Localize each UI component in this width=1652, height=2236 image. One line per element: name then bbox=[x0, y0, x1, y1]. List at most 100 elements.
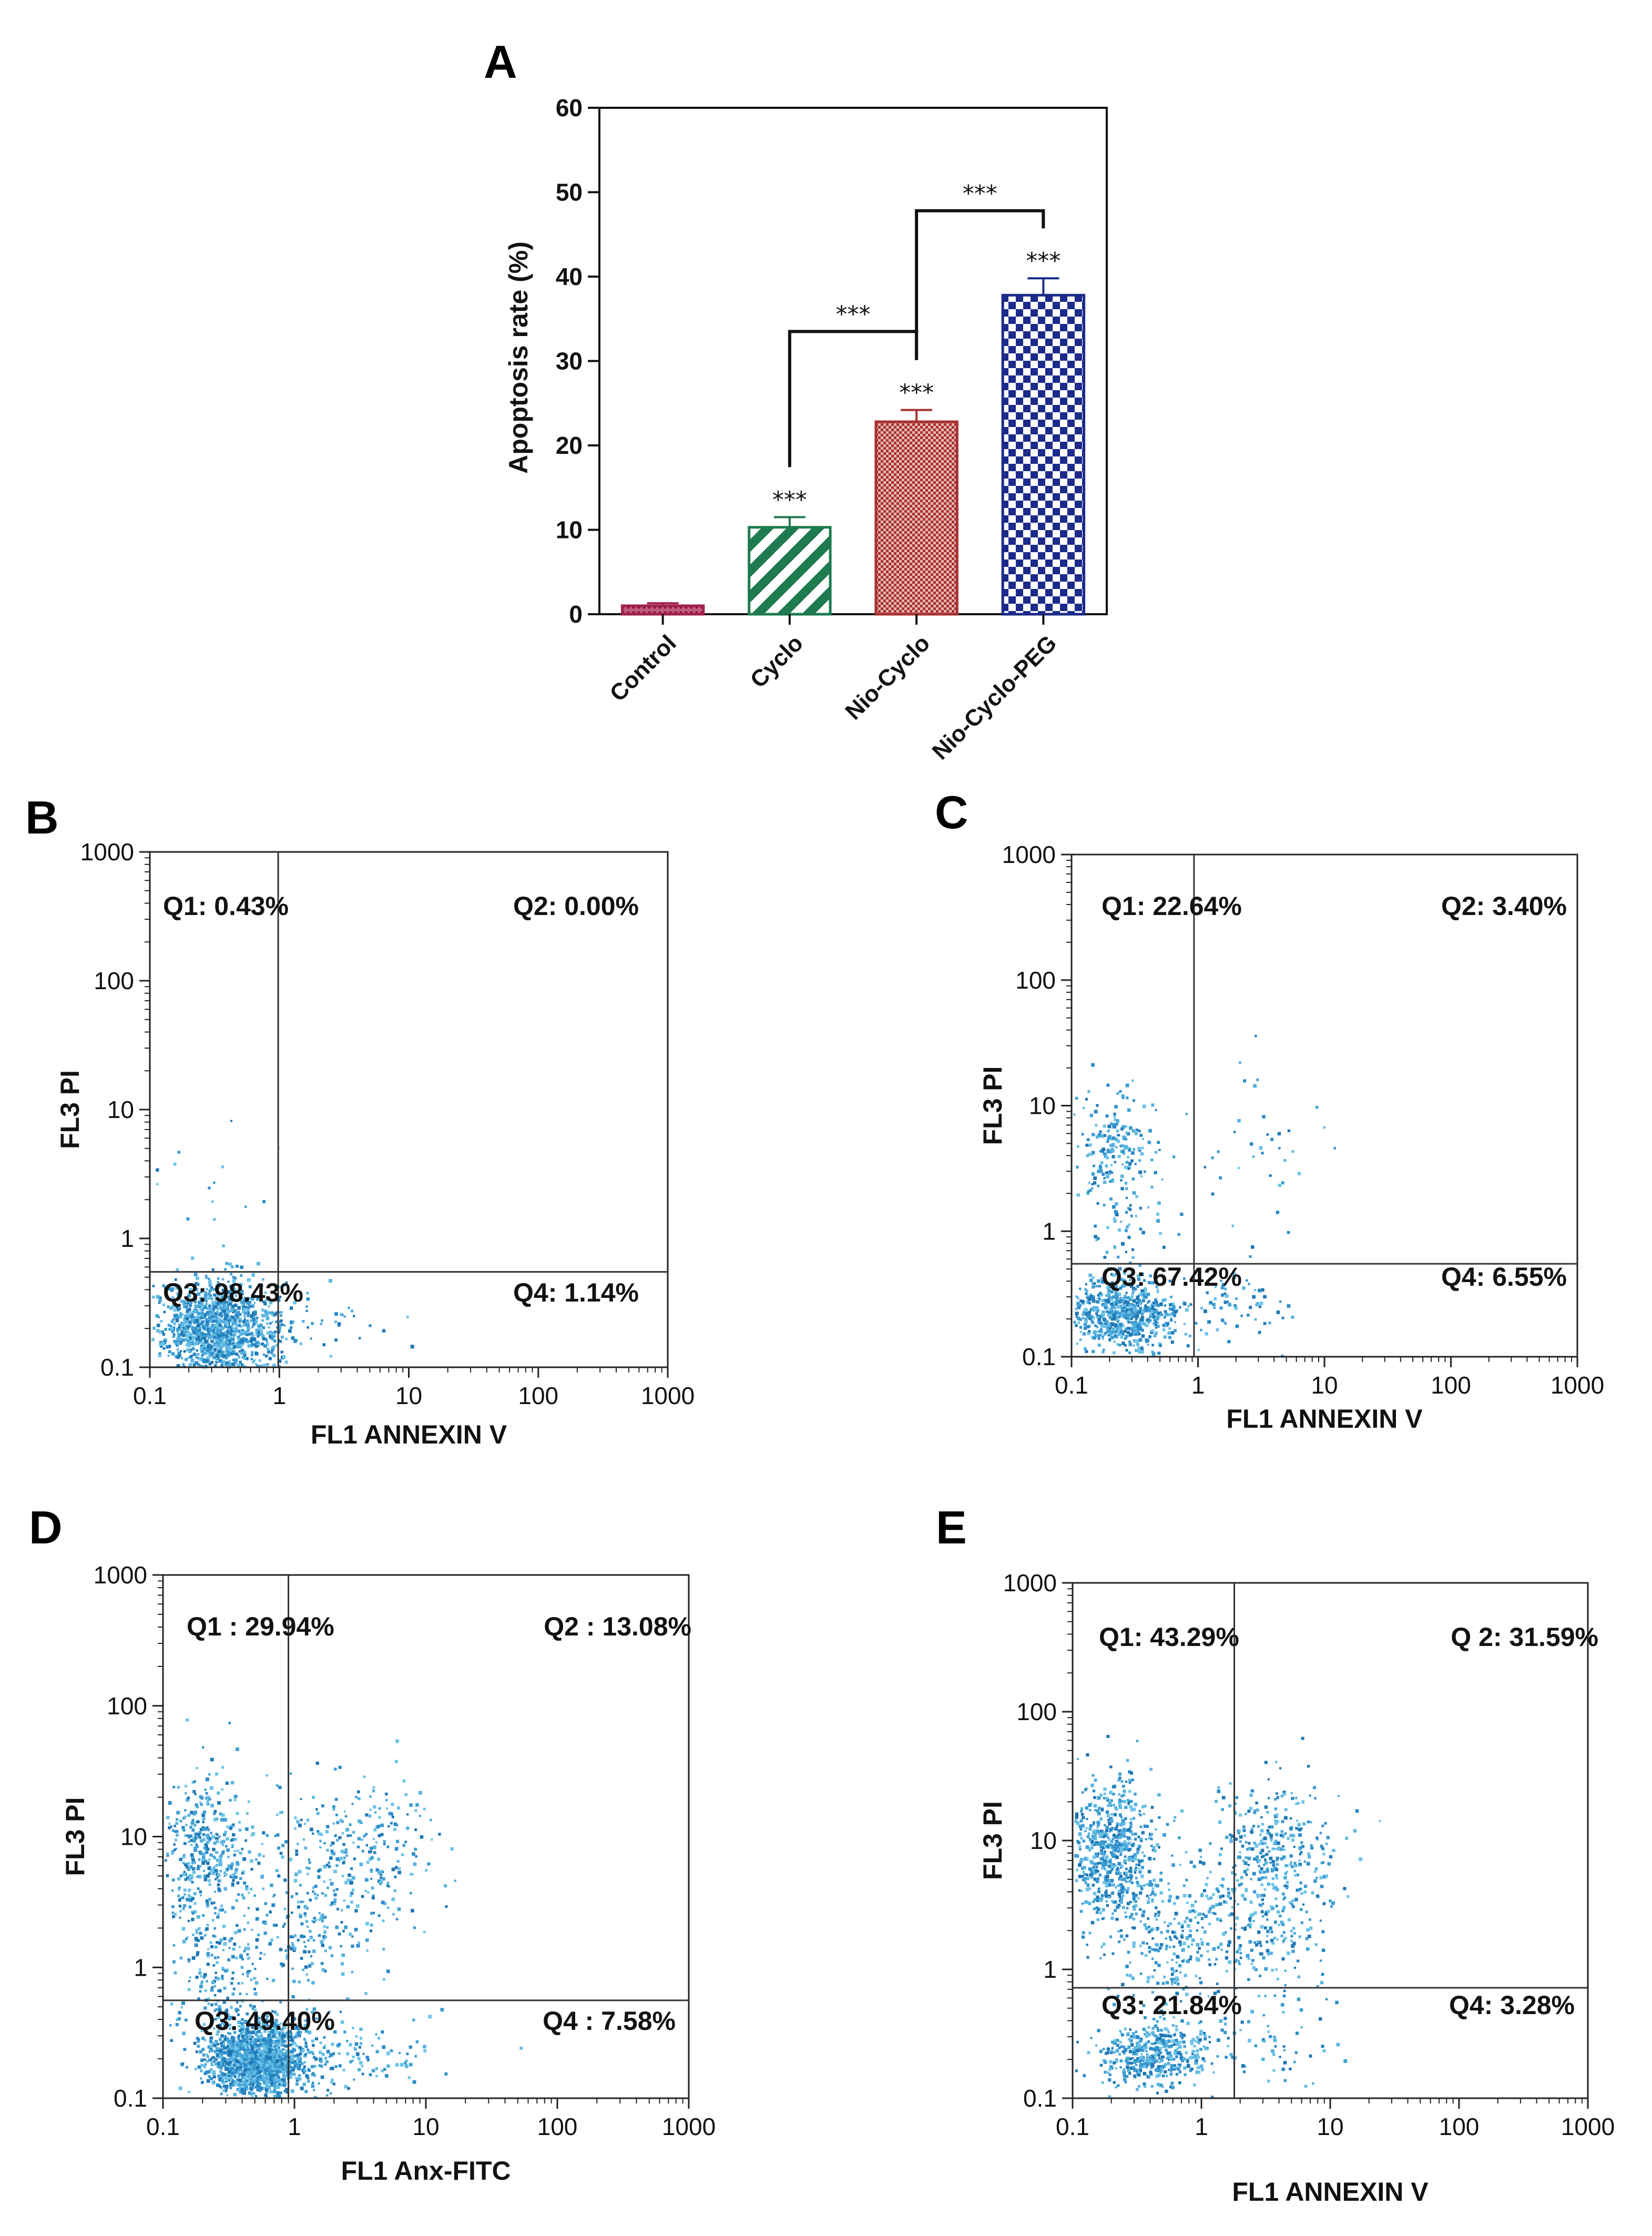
panel-a-y-tick-label: 10 bbox=[556, 516, 583, 544]
panel-label-c: C bbox=[935, 786, 968, 838]
panel-d-y-axis-label: FL3 PI bbox=[60, 1797, 90, 1876]
panel-c-x-tick-label: 10 bbox=[1311, 1371, 1338, 1399]
panel-d-x-tick-label: 1000 bbox=[662, 2113, 716, 2140]
panel-b-y-tick-label: 0.1 bbox=[100, 1354, 134, 1381]
panel-b-x-tick-label: 0.1 bbox=[133, 1382, 167, 1409]
panel-d-events bbox=[165, 1718, 523, 2099]
panel-d-y-tick-label: 1000 bbox=[94, 1561, 147, 1589]
panel-c-y-tick-label: 1000 bbox=[1002, 841, 1056, 868]
panel-a-bar-significance: *** bbox=[899, 380, 934, 406]
panel-e-x-tick-label: 10 bbox=[1317, 2113, 1343, 2140]
panel-b-quadrant-q1: Q1: 0.43% bbox=[163, 891, 289, 921]
panel-a-y-tick-label: 60 bbox=[556, 94, 583, 121]
panel-d-quadrant-q2: Q2 : 13.08% bbox=[544, 1612, 691, 1641]
panel-e-flow-cytometry: E 0.1 1 10 100 1000 0.1 1 10 100 1000 Q1: 43.29% Q … bbox=[936, 1501, 1615, 2207]
panel-b-x-tick-label: 1 bbox=[272, 1382, 286, 1409]
panel-c-quadrant-q1: Q1: 22.64% bbox=[1102, 891, 1242, 921]
panel-e-axes: 0.1 1 10 100 1000 0.1 1 10 100 1000 bbox=[1003, 1569, 1615, 2140]
panel-b-y-tick-label: 1000 bbox=[80, 838, 134, 866]
panel-a-category-label: Nio-Cyclo-PEG bbox=[927, 630, 1062, 765]
panel-b-quadrant-q4: Q4: 1.14% bbox=[513, 1278, 639, 1307]
panel-e-x-tick-label: 0.1 bbox=[1056, 2113, 1089, 2140]
panel-a-bracket-label: *** bbox=[836, 301, 871, 328]
panel-c-y-tick-label: 1 bbox=[1042, 1217, 1056, 1245]
panel-b-events bbox=[151, 1120, 414, 1369]
panel-c-events bbox=[1073, 1035, 1336, 1358]
panel-c-quadrant-q3: Q3: 67.42% bbox=[1102, 1262, 1242, 1292]
panel-a-bar-control bbox=[620, 604, 705, 616]
panel-c-x-tick-label: 1000 bbox=[1551, 1371, 1604, 1399]
panel-d-flow-cytometry: D 0.1 1 10 100 1000 0.1 1 10 100 1000 Q1 : 29.94% Q… bbox=[29, 1501, 716, 2186]
panel-b-y-tick-label: 10 bbox=[107, 1096, 134, 1123]
panel-b-x-tick-label: 100 bbox=[518, 1382, 558, 1409]
panel-e-quadrant-q2: Q 2: 31.59% bbox=[1451, 1622, 1598, 1652]
panel-e-y-tick-label: 1 bbox=[1043, 1956, 1057, 1983]
panel-c-axes: 0.1 1 10 100 1000 0.1 1 10 100 1000 bbox=[1002, 841, 1605, 1399]
panel-a-bar-cyclo bbox=[748, 526, 832, 616]
panel-b-y-tick-label: 100 bbox=[94, 967, 134, 994]
panel-e-y-tick-label: 1000 bbox=[1003, 1569, 1057, 1597]
panel-e-y-tick-label: 10 bbox=[1030, 1827, 1057, 1854]
panel-a-category-label: Cyclo bbox=[746, 630, 808, 693]
panel-e-x-tick-label: 1000 bbox=[1561, 2113, 1615, 2140]
panel-a-y-tick-label: 40 bbox=[556, 263, 583, 290]
panel-c-quadrant-q2: Q2: 3.40% bbox=[1441, 891, 1567, 921]
panel-label-d: D bbox=[29, 1501, 63, 1553]
panel-c-flow-cytometry: C 0.1 1 10 100 1000 0.1 1 10 100 1000 Q1: 22.64% Q2… bbox=[935, 786, 1604, 1434]
panel-a-bar-chart: A Apoptosis rate (%) 0 10 20 30 40 50 60 Contro… bbox=[484, 36, 1108, 765]
panel-e-y-tick-label: 100 bbox=[1016, 1698, 1057, 1725]
panel-b-x-tick-label: 10 bbox=[395, 1382, 422, 1409]
panel-c-x-axis-label: FL1 ANNEXIN V bbox=[1226, 1404, 1423, 1434]
panel-c-x-tick-label: 0.1 bbox=[1055, 1371, 1088, 1399]
panel-e-x-tick-label: 100 bbox=[1439, 2113, 1480, 2140]
panel-d-x-tick-label: 100 bbox=[537, 2113, 578, 2140]
panel-c-y-axis-label: FL3 PI bbox=[978, 1066, 1007, 1145]
panel-d-x-axis-label: FL1 Anx-FITC bbox=[341, 2156, 511, 2186]
panel-a-bar-nio-cyclo-peg bbox=[1001, 293, 1086, 616]
panel-e-events bbox=[1074, 1735, 1381, 2099]
panel-a-bar-significance: *** bbox=[1026, 248, 1060, 275]
panel-e-y-tick-label: 0.1 bbox=[1023, 2085, 1057, 2112]
panel-a-y-tick-label: 50 bbox=[556, 179, 583, 206]
panel-a-category-label: Nio-Cyclo bbox=[840, 630, 935, 725]
panel-b-flow-cytometry: B 0.1 1 10 100 1000 0.1 1 10 100 1000 Q1: 0.43% Q2:… bbox=[25, 791, 695, 1449]
panel-d-axes: 0.1 1 10 100 1000 0.1 1 10 100 1000 bbox=[94, 1561, 716, 2140]
panel-b-x-axis-label: FL1 ANNEXIN V bbox=[311, 1420, 507, 1449]
panel-c-x-tick-label: 1 bbox=[1191, 1371, 1205, 1399]
panel-a-y-axis-label: Apoptosis rate (%) bbox=[504, 241, 533, 474]
panel-d-y-tick-label: 100 bbox=[107, 1692, 147, 1720]
panel-b-y-tick-label: 1 bbox=[120, 1225, 134, 1252]
panel-d-y-tick-label: 0.1 bbox=[114, 2085, 147, 2112]
panel-c-quadrant-q4: Q4: 6.55% bbox=[1441, 1262, 1567, 1292]
panel-d-quadrant-q3: Q3: 49.40% bbox=[195, 2006, 335, 2036]
panel-c-y-tick-label: 10 bbox=[1029, 1092, 1056, 1120]
panel-e-quadrant-q1: Q1: 43.29% bbox=[1099, 1622, 1239, 1652]
panel-d-y-tick-label: 1 bbox=[134, 1954, 147, 1981]
panel-a-y-tick-label: 0 bbox=[569, 601, 583, 628]
panel-c-y-tick-label: 0.1 bbox=[1022, 1343, 1056, 1370]
panel-b-quadrant-q3: Q3: 98.43% bbox=[163, 1278, 303, 1307]
panel-e-plot-frame bbox=[1072, 1582, 1589, 2099]
panel-label-b: B bbox=[25, 791, 59, 843]
panel-e-quadrant-q4: Q4: 3.28% bbox=[1449, 1990, 1575, 2020]
panel-label-a: A bbox=[484, 36, 517, 88]
panel-e-x-tick-label: 1 bbox=[1195, 2113, 1208, 2140]
panel-label-e: E bbox=[936, 1501, 967, 1553]
panel-a-bar-nio-cyclo bbox=[874, 420, 958, 616]
panel-b-axes: 0.1 1 10 100 1000 0.1 1 10 100 1000 bbox=[80, 838, 695, 1409]
panel-a-bar-significance: *** bbox=[772, 486, 807, 513]
panel-d-x-tick-label: 1 bbox=[288, 2113, 301, 2140]
panel-b-y-axis-label: FL3 PI bbox=[55, 1070, 85, 1149]
panel-a-y-tick-label: 20 bbox=[556, 432, 583, 459]
panel-d-x-tick-label: 10 bbox=[412, 2113, 439, 2140]
panel-d-quadrant-q1: Q1 : 29.94% bbox=[187, 1612, 334, 1641]
panel-d-y-tick-label: 10 bbox=[120, 1823, 147, 1851]
panel-d-quadrant-q4: Q4 : 7.58% bbox=[543, 2006, 676, 2036]
panel-a-bracket-label: *** bbox=[963, 180, 997, 207]
panel-c-y-tick-label: 100 bbox=[1015, 967, 1056, 994]
panel-b-x-tick-label: 1000 bbox=[641, 1382, 695, 1409]
panel-e-y-axis-label: FL3 PI bbox=[978, 1801, 1007, 1880]
panel-a-y-tick-label: 30 bbox=[556, 348, 583, 375]
panel-a-category-label: Control bbox=[605, 630, 681, 706]
panel-d-x-tick-label: 0.1 bbox=[146, 2113, 180, 2140]
